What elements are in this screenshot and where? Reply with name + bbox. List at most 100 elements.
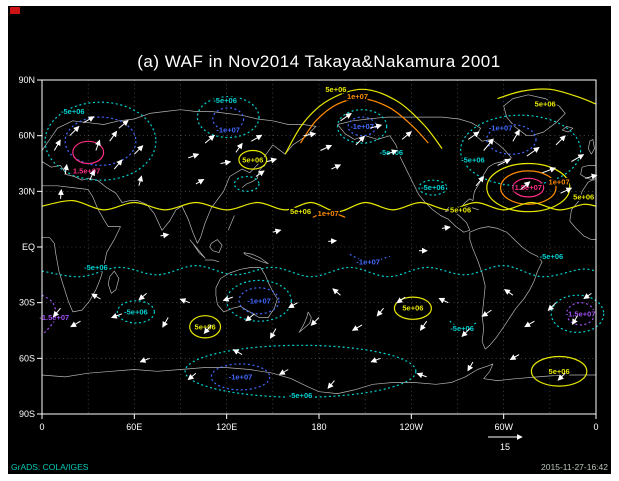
coastline xyxy=(189,239,206,259)
waf-vector xyxy=(222,295,233,302)
waf-vector xyxy=(138,293,147,301)
waf-vector xyxy=(310,317,320,326)
y-axis-tick-label: 30S xyxy=(19,298,35,308)
waf-vector xyxy=(137,175,144,186)
coastline xyxy=(209,239,223,253)
x-axis-tick-label: 60E xyxy=(126,422,142,432)
grads-credit: GrADS: COLA/IGES xyxy=(11,462,89,472)
coastline xyxy=(243,252,269,265)
y-axis-tick-label: 30N xyxy=(18,186,35,196)
waf-vector xyxy=(109,130,118,142)
contour-line xyxy=(486,123,537,155)
contour-line xyxy=(212,107,245,131)
coastline xyxy=(42,185,121,313)
waf-vector xyxy=(110,312,123,319)
waf-vector xyxy=(95,139,101,151)
contour-line xyxy=(238,287,280,315)
waf-vector xyxy=(572,315,578,325)
contour-label: 5e+06 xyxy=(549,367,570,376)
waf-vector xyxy=(162,317,169,328)
waf-vector xyxy=(57,189,64,199)
contour-label: -5e+06 xyxy=(84,263,108,272)
waf-vector xyxy=(235,142,243,153)
waf-vector xyxy=(351,324,363,331)
contour-label: 1.5e+07 xyxy=(73,166,100,175)
waf-vector xyxy=(509,354,520,361)
waf-vector xyxy=(571,154,585,163)
reference-vector-label: 15 xyxy=(500,442,510,452)
contour-line xyxy=(184,344,417,398)
waf-vector xyxy=(255,170,265,177)
waf-vector xyxy=(438,297,449,304)
x-axis-tick-label: 120W xyxy=(400,422,424,432)
grid-layer xyxy=(42,80,596,414)
waf-vector xyxy=(83,116,95,124)
waf-vector xyxy=(62,164,69,175)
waf-vector xyxy=(139,357,150,363)
waf-vector xyxy=(204,134,215,144)
waf-vector xyxy=(557,372,566,381)
y-axis-tick-label: 90N xyxy=(18,75,35,85)
coastline xyxy=(469,226,543,350)
contour-label: -1e+07 xyxy=(350,122,374,131)
waf-vector xyxy=(53,139,61,151)
waf-vector xyxy=(188,153,200,159)
contour-label: 1e+07 xyxy=(347,92,368,101)
waf-vector xyxy=(278,369,289,375)
y-axis-tick-label: 90S xyxy=(19,409,35,419)
y-axis-tick-label: 60S xyxy=(19,353,35,363)
coastline xyxy=(41,363,596,394)
coastline xyxy=(41,109,317,244)
timestamp: 2015-11-27-16:42 xyxy=(541,462,608,472)
grads-figure: -5e+06 1.5e+07 -5e+06 -1e+07 5e+06 1e+07 5e+06… xyxy=(8,6,611,474)
contour-label: 5e+06 xyxy=(195,322,216,331)
waf-vector xyxy=(113,159,123,170)
coastline xyxy=(503,94,566,137)
contour-line xyxy=(499,170,557,205)
waf-vector xyxy=(481,309,492,317)
waf-vector xyxy=(541,166,557,174)
contour-line xyxy=(530,355,588,387)
coastline xyxy=(465,205,480,211)
waf-vector xyxy=(220,159,232,166)
contour-line xyxy=(418,179,448,196)
waf-vector xyxy=(320,144,333,151)
waf-vector xyxy=(416,372,427,379)
waf-vector xyxy=(526,147,540,157)
waf-vector xyxy=(468,131,480,140)
waf-contour-map: -5e+06 1.5e+07 -5e+06 -1e+07 5e+06 1e+07 5e+06… xyxy=(11,52,608,472)
y-axis-tick-label: EQ xyxy=(22,242,35,252)
coastline xyxy=(580,165,596,181)
contour-layer: -5e+06 1.5e+07 -5e+06 -1e+07 5e+06 1e+07 5e+06… xyxy=(38,83,605,401)
x-axis-tick-label: 120E xyxy=(216,422,237,432)
waf-vector xyxy=(555,135,566,146)
plot-title: (a) WAF in Nov2014 Takaya&Nakamura 2001 xyxy=(137,52,500,71)
waf-vector xyxy=(512,129,520,142)
contour-line xyxy=(300,97,429,144)
waf-vector xyxy=(52,307,61,318)
contour-label: -1.5e+07 xyxy=(39,313,69,322)
waf-vector xyxy=(69,125,80,137)
contour-line xyxy=(336,109,388,144)
contour-line xyxy=(41,294,57,335)
contour-line xyxy=(196,96,260,139)
contour-line xyxy=(349,253,390,263)
contour-line xyxy=(210,363,271,391)
coastline xyxy=(561,126,574,133)
contour-label: 5e+06 xyxy=(535,100,556,109)
contour-label: 5e+06 xyxy=(402,304,423,313)
contour-label: 1.5e+07 xyxy=(515,183,542,192)
waf-vector xyxy=(520,181,531,190)
contour-line xyxy=(566,302,596,326)
coastline xyxy=(227,215,235,231)
contour-label: 5e+06 xyxy=(450,205,471,214)
waf-vector xyxy=(195,178,205,185)
contour-label: -5e+06 xyxy=(461,155,485,164)
contour-line xyxy=(189,315,222,339)
waf-vector xyxy=(483,138,494,151)
contour-line xyxy=(238,149,268,170)
waf-vector xyxy=(179,298,190,304)
contour-line xyxy=(116,300,156,324)
x-axis-tick-label: 0 xyxy=(593,422,598,432)
waf-vector xyxy=(583,292,592,300)
